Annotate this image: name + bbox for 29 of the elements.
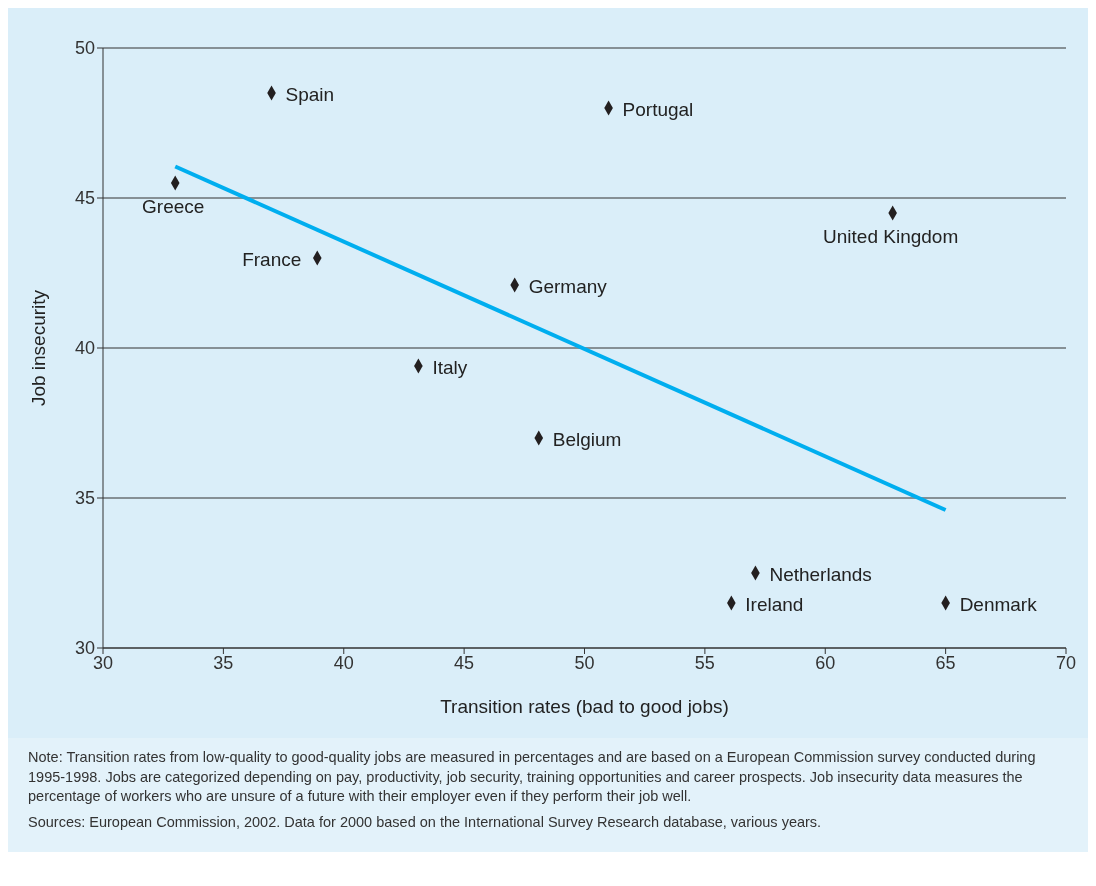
- annotation: United Kingdom: [823, 226, 959, 247]
- y-tick-label: 35: [74, 488, 95, 509]
- x-tick-label: 60: [815, 652, 836, 673]
- x-tick-label: 35: [213, 652, 234, 673]
- annotation: Spain: [285, 84, 335, 105]
- annotation: Netherlands: [769, 564, 872, 585]
- annotation: Belgium: [552, 429, 622, 450]
- x-tick-label: 45: [454, 652, 475, 673]
- x-tick-label: 55: [694, 652, 715, 673]
- text: Note: Transition rates from low-quality to good-quality jobs are measured in percentages and are based on a European Commission survey conducted during 1995-1998. Jobs are categorized depending on pay, productivity, job security, training opportunities and career prospects. Job insecurity data measures the percentage of workers who are unsure of a future with their employer even if they perform their job well.: [28, 748, 1037, 807]
- y-tick-label: 45: [74, 188, 95, 209]
- y-tick-label: 50: [74, 38, 95, 59]
- y-axis-title: Job insecurity: [27, 289, 49, 407]
- x-tick-label: 40: [333, 652, 354, 673]
- x-tick-label: 30: [92, 652, 114, 673]
- annotation: France: [242, 249, 302, 270]
- x-tick-label: 70: [1055, 652, 1077, 673]
- annotation: Italy: [432, 357, 468, 378]
- annotation: Ireland: [745, 594, 804, 615]
- x-tick-label: 65: [935, 652, 956, 673]
- annotation: Denmark: [959, 594, 1038, 615]
- y-tick-label: 40: [74, 338, 95, 359]
- y-tick-label: 30: [74, 638, 95, 659]
- annotation: Portugal: [622, 99, 694, 120]
- x-tick-label: 50: [574, 652, 595, 673]
- annotation: Germany: [528, 276, 608, 297]
- source-note: Sources: European Commission, 2002. Data for 2000 based on the International Survey Research database, various years.: [28, 812, 823, 832]
- x-axis-title: Transition rates (bad to good jobs): [440, 696, 729, 717]
- annotation: Greece: [142, 196, 205, 217]
